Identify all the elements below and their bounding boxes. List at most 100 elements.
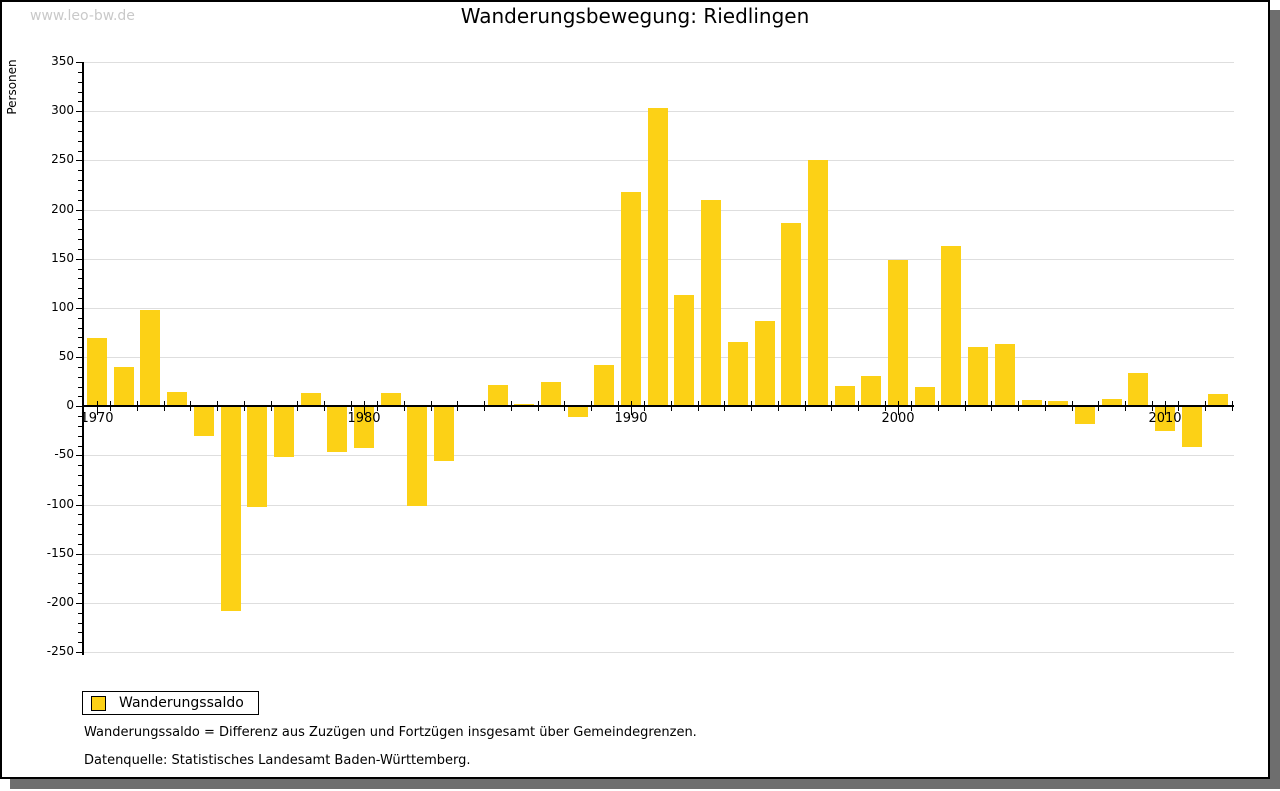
bar-1982 bbox=[407, 407, 428, 507]
bar-1972 bbox=[140, 309, 161, 407]
legend: Wanderungssaldo bbox=[82, 691, 259, 715]
bar-1973 bbox=[167, 392, 188, 407]
y-tick-major bbox=[76, 652, 82, 653]
y-tick-minor bbox=[78, 366, 82, 368]
y-tick-major bbox=[76, 209, 82, 211]
legend-label: Wanderungssaldo bbox=[119, 695, 244, 711]
y-tick-minor bbox=[78, 376, 82, 378]
bar-2001 bbox=[914, 386, 935, 407]
bar-1994 bbox=[727, 342, 748, 407]
bar-1981 bbox=[380, 393, 401, 407]
y-tick-minor bbox=[78, 484, 82, 486]
chart-frame: www.leo-bw.de Wanderungsbewegung: Riedli… bbox=[0, 0, 1270, 779]
bar-1976 bbox=[247, 407, 268, 508]
gridline bbox=[84, 602, 1234, 604]
bar-1990 bbox=[621, 191, 641, 407]
watermark: www.leo-bw.de bbox=[30, 8, 135, 24]
y-tick-minor bbox=[78, 239, 82, 240]
gridline bbox=[84, 62, 1234, 63]
y-tick-minor bbox=[78, 288, 82, 290]
y-tick-label: 250 bbox=[51, 152, 74, 167]
bar-1992 bbox=[674, 295, 695, 407]
y-tick-label: 0 bbox=[66, 398, 74, 413]
plot-area: 350 300 250 200 150 100 50 0 -50 -100 -150 -200 -250… bbox=[47, 54, 1234, 658]
bar-2010 bbox=[1155, 407, 1175, 431]
bar-2004 bbox=[994, 344, 1015, 407]
y-axis bbox=[82, 62, 84, 655]
bar-1987 bbox=[540, 381, 561, 407]
y-tick-minor bbox=[78, 278, 82, 280]
y-tick-minor bbox=[78, 101, 82, 103]
y-tick-minor bbox=[78, 563, 82, 565]
bar-2009 bbox=[1128, 372, 1149, 407]
bar-2011 bbox=[1181, 407, 1202, 448]
page-title: Wanderungsbewegung: Riedlingen bbox=[460, 4, 810, 28]
y-tick-minor bbox=[78, 622, 82, 624]
y-tick-minor bbox=[78, 199, 82, 201]
footnote-definition: Wanderungssaldo = Differenz aus Zuzügen … bbox=[84, 725, 697, 740]
y-tick-minor bbox=[78, 248, 82, 250]
x-tick-label: 1970 bbox=[80, 411, 114, 427]
y-tick-label: 100 bbox=[51, 299, 74, 314]
y-tick-label: -100 bbox=[46, 496, 74, 511]
y-tick-minor bbox=[78, 386, 82, 388]
y-tick-major bbox=[76, 553, 82, 555]
y-tick-major bbox=[76, 406, 82, 408]
gridline bbox=[84, 652, 1234, 653]
y-tick-minor bbox=[78, 219, 82, 221]
y-tick-label: -250 bbox=[46, 644, 74, 658]
x-tick-major bbox=[631, 401, 632, 416]
y-tick-major bbox=[76, 455, 82, 457]
y-tick-minor bbox=[78, 298, 82, 299]
y-tick-major bbox=[76, 307, 82, 309]
y-tick-minor bbox=[78, 396, 82, 398]
bar-1971 bbox=[113, 366, 134, 407]
bar-1974 bbox=[193, 407, 214, 436]
y-tick-minor bbox=[78, 91, 82, 93]
x-tick-major bbox=[1165, 401, 1166, 416]
y-tick-minor bbox=[78, 573, 82, 575]
y-tick-minor bbox=[78, 425, 82, 427]
bar-1977 bbox=[273, 407, 294, 458]
y-tick-minor bbox=[78, 475, 82, 476]
bar-1980 bbox=[354, 407, 374, 449]
x-tick-label: 2010 bbox=[1148, 411, 1182, 427]
y-tick-minor bbox=[78, 337, 82, 339]
bar-1999 bbox=[861, 375, 882, 407]
y-tick-minor bbox=[78, 465, 82, 467]
y-tick-minor bbox=[78, 632, 82, 634]
bar-1997 bbox=[807, 160, 828, 407]
y-tick-major bbox=[76, 357, 82, 358]
y-tick-minor bbox=[78, 642, 82, 644]
bar-1988 bbox=[567, 407, 588, 417]
y-tick-minor bbox=[78, 593, 82, 594]
bar-1979 bbox=[327, 407, 348, 453]
y-tick-minor bbox=[78, 317, 82, 319]
y-tick-major bbox=[76, 504, 82, 506]
y-tick-minor bbox=[78, 140, 82, 142]
y-tick-label: 300 bbox=[51, 103, 74, 118]
bar-1993 bbox=[701, 199, 722, 407]
bar-1983 bbox=[434, 407, 455, 462]
y-tick-label: 350 bbox=[51, 54, 74, 68]
y-axis-title: Personen bbox=[5, 59, 19, 115]
bar-1978 bbox=[300, 393, 321, 407]
x-tick-label: 2000 bbox=[881, 411, 915, 427]
gridline bbox=[84, 553, 1234, 555]
y-tick-minor bbox=[78, 524, 82, 526]
y-tick-major bbox=[76, 258, 82, 260]
bar-1975 bbox=[220, 407, 241, 611]
bar-1996 bbox=[781, 223, 802, 407]
y-tick-minor bbox=[78, 327, 82, 329]
y-tick-minor bbox=[78, 612, 82, 614]
bar-2012 bbox=[1208, 394, 1229, 407]
y-tick-minor bbox=[78, 416, 82, 417]
bar-1970 bbox=[87, 338, 107, 407]
x-tick-major bbox=[898, 401, 899, 416]
y-tick-minor bbox=[78, 445, 82, 447]
y-tick-minor bbox=[78, 494, 82, 496]
bar-1989 bbox=[594, 364, 615, 407]
y-tick-label: -50 bbox=[54, 447, 74, 462]
bar-2003 bbox=[968, 347, 989, 407]
